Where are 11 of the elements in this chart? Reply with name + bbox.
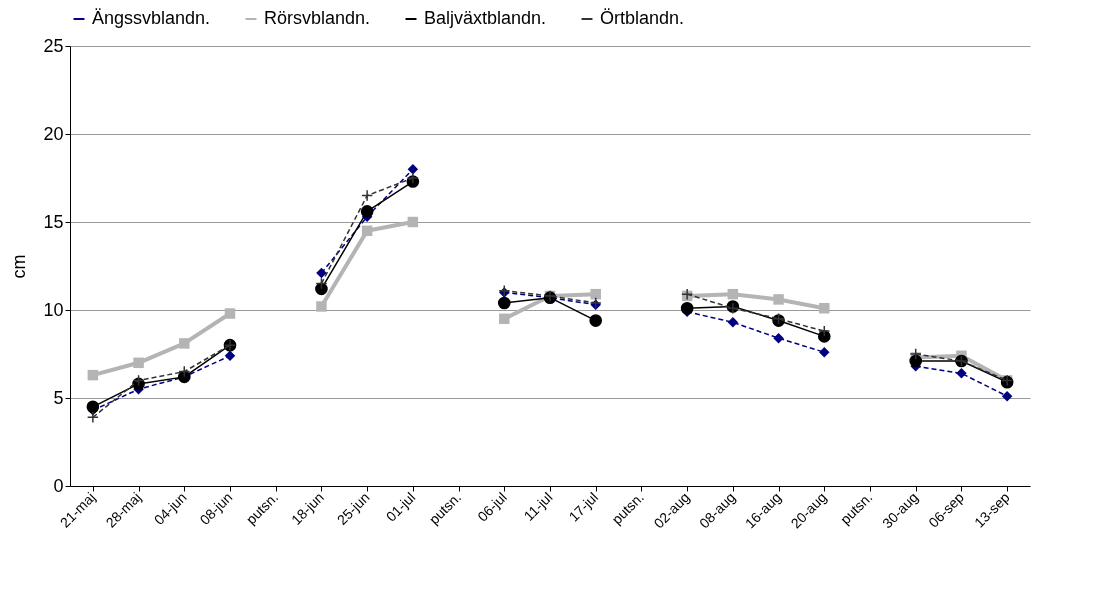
y-tick-label: 20	[43, 123, 64, 144]
y-tick-label: 15	[43, 211, 64, 232]
y-tick-label: 10	[43, 299, 64, 320]
legend-label: Rörsvblandn.	[264, 8, 371, 28]
y-tick-label: 25	[43, 35, 64, 56]
legend-label: Örtblandn.	[600, 8, 685, 28]
y-tick-label: 0	[53, 475, 64, 496]
legend-label: Baljväxtblandn.	[424, 8, 547, 28]
legend-label: Ängssvblandn.	[92, 8, 211, 28]
y-tick-label: 5	[53, 387, 64, 408]
y-axis-title: cm	[9, 254, 30, 279]
